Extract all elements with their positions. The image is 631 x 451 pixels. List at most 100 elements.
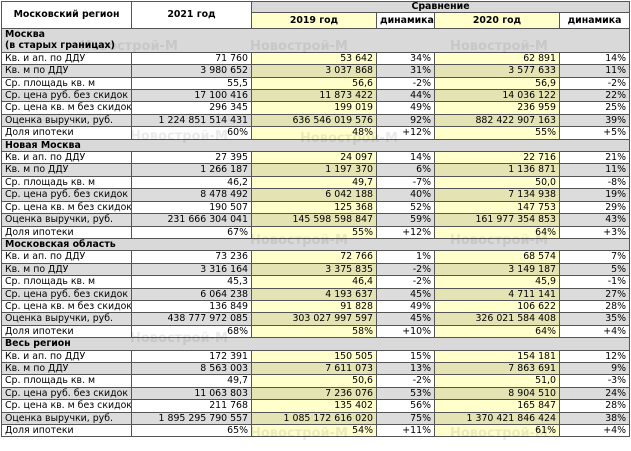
section-row: Москва (в старых границах) <box>0 28 631 53</box>
value-cell: 125 368 <box>251 200 377 215</box>
data-table: Московский регион 2021 год Сравнение 2019 … <box>0 1 631 438</box>
value-cell: 50,6 <box>251 374 377 388</box>
value-cell: 27% <box>558 287 631 301</box>
section-row: Весь регион <box>0 337 631 351</box>
value-cell: 24 097 <box>251 151 377 165</box>
value-cell: 14% <box>376 151 435 165</box>
value-cell: 64% <box>434 324 560 339</box>
value-cell: 45% <box>376 312 435 326</box>
data-row: Кв. м по ДДУ 3 316 164 3 375 835 -2% 3 149 1… <box>1 262 631 277</box>
value-cell: -2% <box>558 76 631 91</box>
value-cell: 59% <box>376 213 435 227</box>
value-cell: 14 036 122 <box>434 89 560 103</box>
value-cell: 56,9 <box>434 76 560 91</box>
value-cell: 190 507 <box>131 200 252 215</box>
value-cell: 28% <box>558 299 631 314</box>
data-row: Оценка выручки, руб. 438 777 972 085 303 0… <box>1 312 631 326</box>
value-cell: 9% <box>558 361 631 376</box>
data-row: Доля ипотеки 67% 55% +12% 64% +3% <box>1 225 631 239</box>
value-cell: 65% <box>131 423 252 438</box>
value-cell: 34% <box>376 51 435 66</box>
row-label: Ср. цена руб. без скидок <box>1 386 132 401</box>
row-label: Доля ипотеки <box>1 423 132 438</box>
value-cell: 136 849 <box>131 299 252 314</box>
value-cell: 438 777 972 085 <box>131 312 252 326</box>
row-label: Ср. площадь кв. м <box>1 374 132 388</box>
value-cell: 161 977 354 853 <box>434 213 560 227</box>
value-cell: 46,2 <box>131 175 252 190</box>
value-cell: 56,6 <box>251 76 377 91</box>
value-cell: +5% <box>558 126 631 140</box>
value-cell: -1% <box>558 275 631 289</box>
value-cell: 31% <box>376 64 435 78</box>
value-cell: 49,7 <box>251 175 377 190</box>
value-cell: 55% <box>434 126 560 140</box>
value-cell: 91 828 <box>251 299 377 314</box>
row-label: Кв. и ап. по ДДУ <box>1 349 132 363</box>
section-title: Весь регион <box>0 337 631 351</box>
row-label: Ср. цена кв. м без скидок <box>1 200 132 215</box>
value-cell: 172 391 <box>131 349 252 363</box>
value-cell: 236 959 <box>434 101 560 115</box>
value-cell: 7 236 076 <box>251 386 377 401</box>
data-row: Ср. цена кв. м без скидок 296 345 199 019 4… <box>1 101 631 115</box>
value-cell: 147 753 <box>434 200 560 215</box>
value-cell: 24% <box>558 386 631 401</box>
value-cell: 28% <box>558 399 631 413</box>
value-cell: 75% <box>376 411 435 426</box>
value-cell: 106 622 <box>434 299 560 314</box>
value-cell: -8% <box>558 175 631 190</box>
section-title: Московская область <box>0 237 631 252</box>
row-label: Кв. и ап. по ДДУ <box>1 151 132 165</box>
header-cell: 2020 год <box>434 12 560 29</box>
value-cell: 72 766 <box>251 250 377 264</box>
value-cell: 27 395 <box>131 151 252 165</box>
value-cell: 52% <box>376 200 435 215</box>
data-row: Доля ипотеки 60% 48% +12% 55% +5% <box>1 126 631 140</box>
row-label: Оценка выручки, руб. <box>1 411 132 426</box>
value-cell: -3% <box>558 374 631 388</box>
value-cell: -2% <box>376 374 435 388</box>
data-row: Оценка выручки, руб. 1 895 295 790 557 1 0… <box>1 411 631 426</box>
value-cell: 11 063 803 <box>131 386 252 401</box>
value-cell: 22 716 <box>434 151 560 165</box>
value-cell: 43% <box>558 213 631 227</box>
value-cell: 46,4 <box>251 275 377 289</box>
value-cell: 145 598 598 847 <box>251 213 377 227</box>
section-title: Новая Москва <box>0 138 631 153</box>
value-cell: 54% <box>251 423 377 438</box>
value-cell: 68% <box>131 324 252 339</box>
value-cell: 7 134 938 <box>434 188 560 202</box>
value-cell: 5% <box>558 262 631 277</box>
value-cell: 303 027 997 597 <box>251 312 377 326</box>
value-cell: 4 193 637 <box>251 287 377 301</box>
row-label: Ср. площадь кв. м <box>1 275 132 289</box>
value-cell: 1% <box>376 250 435 264</box>
row-label: Ср. цена кв. м без скидок <box>1 299 132 314</box>
row-label: Кв. м по ДДУ <box>1 361 132 376</box>
value-cell: 3 577 633 <box>434 64 560 78</box>
value-cell: -2% <box>376 275 435 289</box>
row-label: Кв. м по ДДУ <box>1 64 132 78</box>
value-cell: 165 847 <box>434 399 560 413</box>
row-label: Ср. площадь кв. м <box>1 76 132 91</box>
value-cell: 73 236 <box>131 250 252 264</box>
value-cell: 49% <box>376 299 435 314</box>
data-row: Ср. площадь кв. м 55,5 56,6 -2% 56,9 -2% <box>1 76 631 91</box>
data-row: Ср. цена руб. без скидок 11 063 803 7 236 … <box>1 386 631 401</box>
header-cell: Сравнение <box>250 1 631 13</box>
value-cell: 11% <box>558 64 631 78</box>
header-cell: динамика <box>558 12 631 29</box>
value-cell: 3 149 187 <box>434 262 560 277</box>
value-cell: 58% <box>251 324 377 339</box>
data-row: Кв. и ап. по ДДУ 27 395 24 097 14% 22 716 21% <box>1 151 631 165</box>
row-label: Оценка выручки, руб. <box>1 113 132 128</box>
header-cell: динамика <box>376 12 435 29</box>
value-cell: 1 085 172 616 020 <box>251 411 377 426</box>
value-cell: 17 100 416 <box>131 89 252 103</box>
data-row: Ср. цена руб. без скидок 6 064 238 4 193 6… <box>1 287 631 301</box>
data-row: Ср. цена руб. без скидок 17 100 416 11 873… <box>1 89 631 103</box>
row-label: Кв. и ап. по ДДУ <box>1 250 132 264</box>
value-cell: 15% <box>376 349 435 363</box>
value-cell: 35% <box>558 312 631 326</box>
